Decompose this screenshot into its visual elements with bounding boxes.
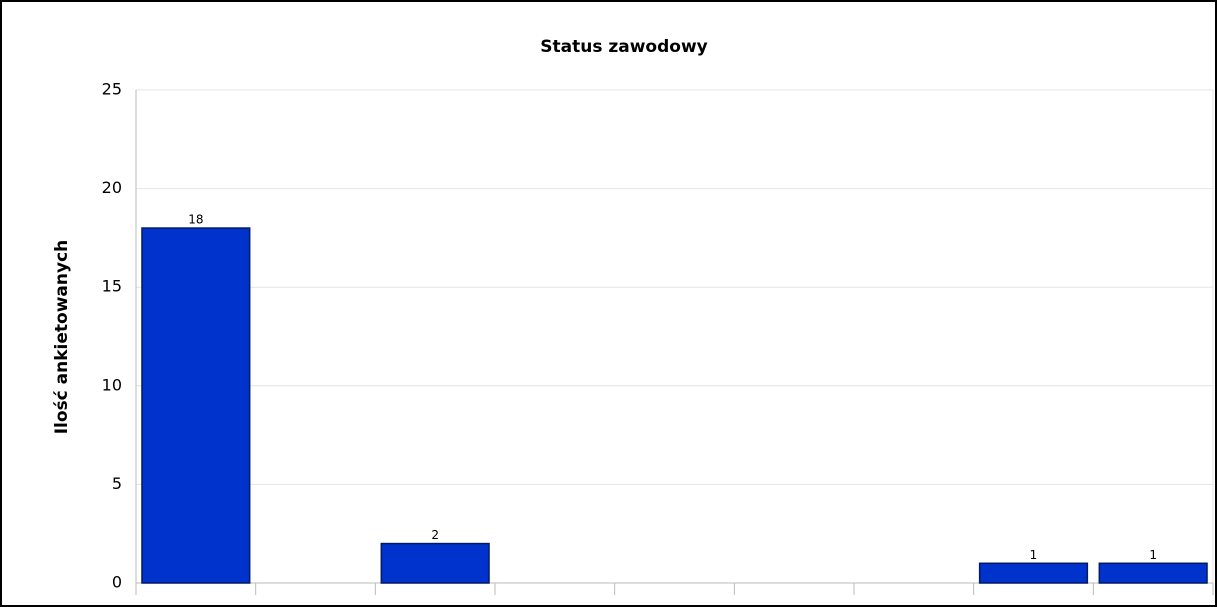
bar	[1098, 562, 1208, 584]
bar	[380, 542, 490, 584]
chart-title: Status zawodowy	[540, 37, 708, 57]
y-tick-label: 5	[112, 474, 122, 493]
data-label: 1	[1030, 548, 1038, 562]
y-tick-label: 20	[102, 178, 122, 197]
bar	[141, 227, 251, 584]
data-label: 1	[1149, 548, 1157, 562]
data-label: 18	[188, 213, 203, 227]
bar	[978, 562, 1089, 584]
data-label: 2	[431, 528, 439, 542]
y-tick-label: 25	[102, 80, 122, 99]
y-tick-label: 0	[112, 573, 122, 592]
y-tick-label: 10	[102, 375, 122, 394]
y-axis-label: Ilość ankietowanych	[52, 240, 72, 435]
y-tick-label: 15	[102, 277, 122, 296]
